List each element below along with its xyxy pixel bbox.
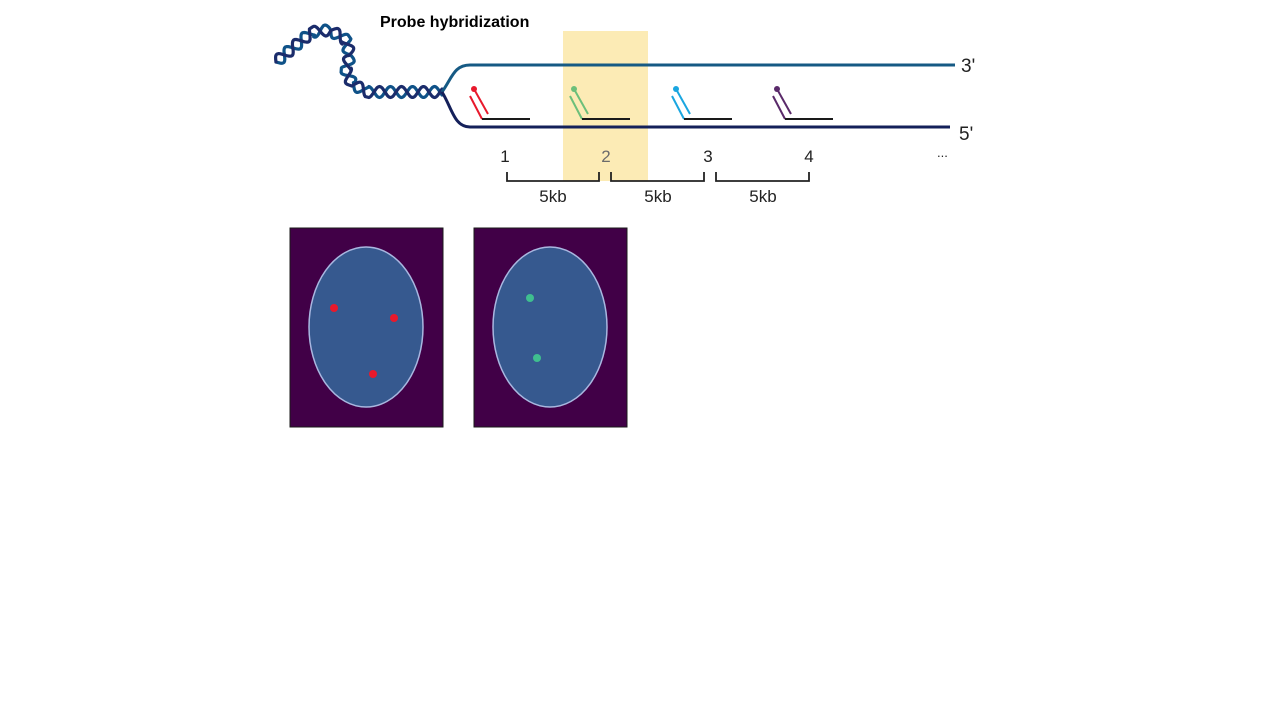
probe-2-highlight xyxy=(563,31,648,181)
probe-stem xyxy=(671,95,685,120)
cell-panel-1 xyxy=(289,227,444,428)
probe-stem xyxy=(469,95,483,120)
probe-stem xyxy=(675,88,691,115)
dna-helix xyxy=(274,23,444,100)
probe-stem xyxy=(772,95,786,120)
probe-2 xyxy=(569,86,630,120)
strand-bottom-end-label: 5' xyxy=(959,124,973,145)
helix-strand-a xyxy=(274,23,444,100)
spacing-label-2: 5kb xyxy=(644,187,671,206)
probe-stem xyxy=(569,95,583,120)
position-label-2: 2 xyxy=(601,147,610,166)
dna-strand-bottom xyxy=(440,91,950,129)
position-label-3: 3 xyxy=(703,147,712,166)
helix-strand-b xyxy=(274,24,444,100)
probe-stem xyxy=(573,88,589,115)
position-label-1: 1 xyxy=(500,147,509,166)
probe-fluorophore xyxy=(571,86,577,92)
spacing-label-3: 5kb xyxy=(749,187,776,206)
nucleus xyxy=(308,246,424,408)
probe-fluorophore xyxy=(774,86,780,92)
probe-4 xyxy=(772,86,833,120)
dna-strand-top xyxy=(440,63,955,93)
spacing-brackets xyxy=(506,172,810,182)
fluorescent-spot xyxy=(533,354,541,362)
probe-3 xyxy=(671,86,732,120)
probe-1 xyxy=(469,86,530,120)
position-label-4: 4 xyxy=(804,147,813,166)
fluorescent-spot xyxy=(369,370,377,378)
fluorescent-spot xyxy=(330,304,338,312)
probe-stem xyxy=(776,88,792,115)
probe-fluorophore xyxy=(673,86,679,92)
fluorescent-spot xyxy=(390,314,398,322)
probes xyxy=(469,86,833,120)
ellipsis: ... xyxy=(937,145,948,160)
bracket-2-3 xyxy=(610,172,705,182)
nucleus xyxy=(492,246,608,408)
bracket-3-4 xyxy=(715,172,810,182)
spacing-label-1: 5kb xyxy=(539,187,566,206)
strand-top-end-label: 3' xyxy=(961,56,975,77)
probe-stem xyxy=(473,88,489,115)
bracket-1-2 xyxy=(506,172,600,182)
cell-panel-2 xyxy=(473,227,628,428)
diagram-title: Probe hybridization xyxy=(380,14,529,31)
probe-fluorophore xyxy=(471,86,477,92)
fluorescent-spot xyxy=(526,294,534,302)
